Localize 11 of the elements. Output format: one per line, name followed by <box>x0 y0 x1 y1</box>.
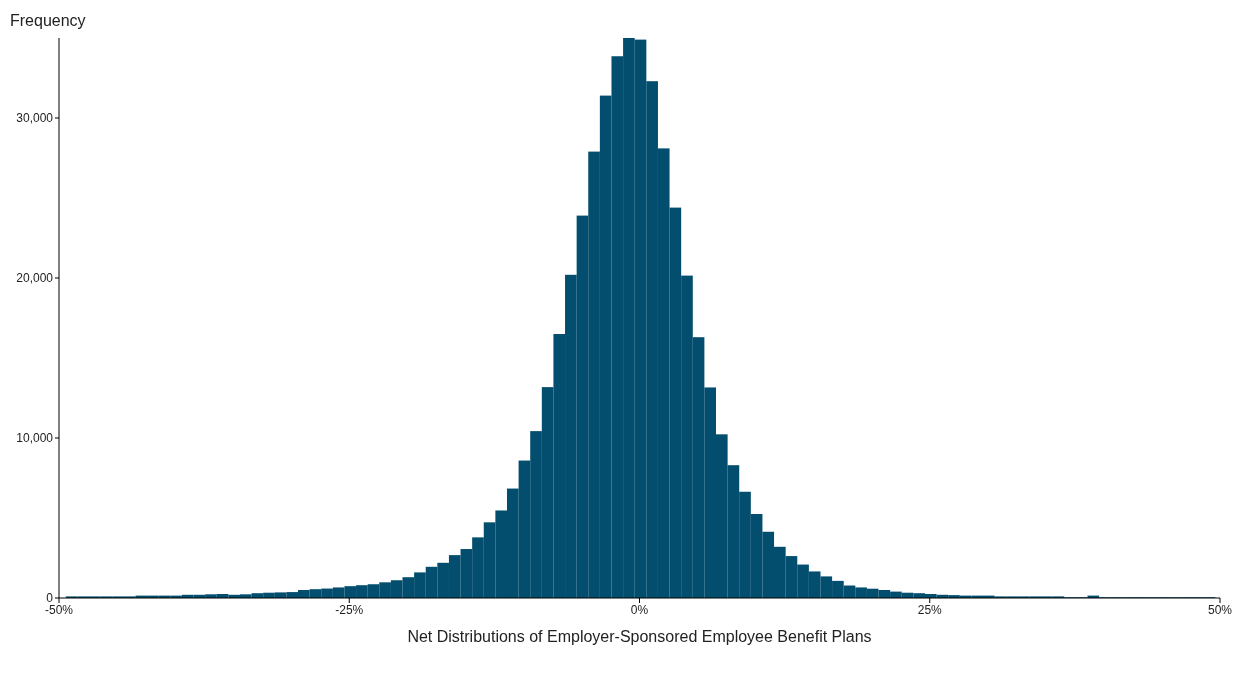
x-tick-label: -25% <box>335 602 364 617</box>
y-tick-label: 20,000 <box>16 271 54 285</box>
y-tick-label: 10,000 <box>16 431 54 445</box>
y-tick-label: 0 <box>46 591 54 605</box>
x-tick-label: -50% <box>44 602 74 617</box>
x-tick-label: 50% <box>1207 602 1233 617</box>
y-tick-label: 30,000 <box>16 111 54 125</box>
y-axis-title: Frequency <box>10 12 86 30</box>
x-axis-title: Net Distributions of Employer-Sponsored Employee Benefit Plans <box>407 628 872 645</box>
x-tick-label: 0% <box>630 602 649 617</box>
x-tick-label: 25% <box>917 602 943 617</box>
